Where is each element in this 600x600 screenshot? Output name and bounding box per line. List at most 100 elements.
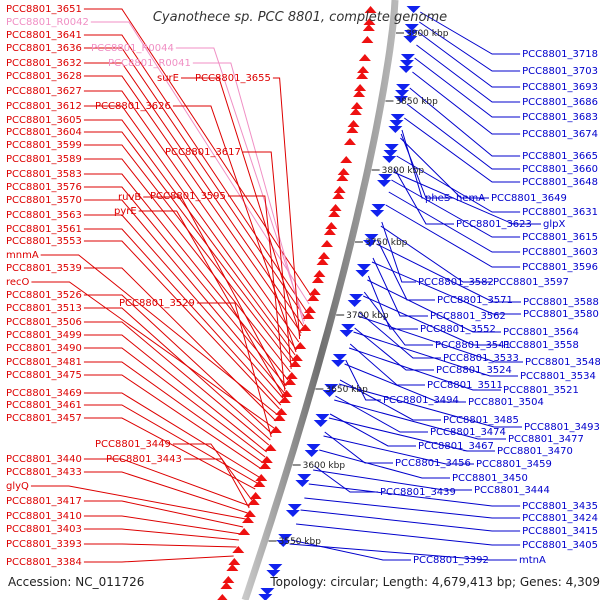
- gene-label-left[interactable]: PCC8801_3384: [6, 557, 82, 568]
- gene-label-right[interactable]: PCC8801_3511: [427, 380, 503, 391]
- gene-label-right[interactable]: PCC8801_3424: [522, 513, 598, 524]
- gene-label-left[interactable]: PCC8801_3526: [6, 290, 82, 301]
- gene-label-right[interactable]: PCC8801_3494: [383, 395, 459, 406]
- gene-label-left[interactable]: PCC8801_3583: [6, 169, 82, 180]
- gene-label-right[interactable]: PCC8801_3588: [523, 297, 599, 308]
- gene-label-right[interactable]: glpX: [543, 219, 565, 230]
- gene-label-left[interactable]: PCC8801_3440: [6, 454, 82, 465]
- gene-label-right[interactable]: PCC8801_3467: [418, 441, 494, 452]
- gene-label-right[interactable]: PCC8801_3648: [522, 177, 598, 188]
- gene-label-left[interactable]: PCC8801_3632: [6, 58, 82, 69]
- gene-label-right[interactable]: PCC8801_3562: [430, 311, 506, 322]
- gene-label-right[interactable]: PCC8801_3450: [452, 473, 528, 484]
- gene-label-left[interactable]: PCC8801_R0042: [6, 17, 89, 28]
- gene-label-right[interactable]: PCC8801_3665: [522, 151, 598, 162]
- gene-label-left[interactable]: PCC8801_3443: [106, 454, 182, 465]
- gene-label-left[interactable]: PCC8801_3433: [6, 467, 82, 478]
- gene-label-right[interactable]: PCC8801_3533: [443, 353, 519, 364]
- gene-label-right[interactable]: PCC8801_3493: [524, 422, 600, 433]
- gene-label-right[interactable]: PCC8801_3415: [522, 526, 598, 537]
- gene-label-left[interactable]: PCC8801_3461: [6, 400, 82, 411]
- gene-label-right[interactable]: PCC8801_3631: [522, 207, 598, 218]
- gene-label-right[interactable]: PCC8801_3439: [380, 487, 456, 498]
- gene-labels[interactable]: PCC8801_3651 PCC8801_R0042 PCC8801_3641 PCC…: [6, 4, 600, 568]
- gene-label-left[interactable]: PCC8801_3641: [6, 30, 82, 41]
- gene-label-left[interactable]: mnmA: [6, 250, 39, 261]
- gene-label-right[interactable]: PCC8801_3524: [436, 365, 512, 376]
- gene-label-right[interactable]: PCC8801_3459: [476, 459, 552, 470]
- gene-label-right[interactable]: PCC8801_3485: [443, 415, 519, 426]
- gene-label-right[interactable]: PCC8801_3534: [520, 371, 596, 382]
- gene-label-right[interactable]: PCC8801_3596: [522, 262, 598, 273]
- gene-label-left[interactable]: PCC8801_3469: [6, 388, 82, 399]
- gene-label-left[interactable]: PCC8801_3576: [6, 182, 82, 193]
- gene-label-right[interactable]: PCC8801_3660: [522, 164, 598, 175]
- gene-label-right[interactable]: PCC8801_3564: [503, 327, 579, 338]
- gene-label-left[interactable]: PCC8801_3403: [6, 524, 82, 535]
- gene-label-right[interactable]: PCC8801_3582: [418, 277, 494, 288]
- gene-label-right[interactable]: PCC8801_3541: [435, 340, 511, 351]
- gene-label-left[interactable]: PCC8801_3604: [6, 127, 82, 138]
- gene-label-right[interactable]: PCC8801_3435: [522, 501, 598, 512]
- gene-label-right[interactable]: PCC8801_3703: [522, 66, 598, 77]
- gene-label-left[interactable]: PCC8801_3563: [6, 210, 82, 221]
- gene-label-right[interactable]: PCC8801_3686: [522, 97, 598, 108]
- gene-label-left[interactable]: PCC8801_R0044: [91, 43, 174, 54]
- gene-label-right[interactable]: PCC8801_3444: [474, 485, 550, 496]
- gene-label-right[interactable]: PCC8801_3456: [395, 458, 471, 469]
- gene-label-left[interactable]: glyQ: [6, 481, 29, 492]
- gene-label-right[interactable]: PCC8801_3521: [503, 385, 579, 396]
- gene-label-left[interactable]: PCC8801_3410: [6, 511, 82, 522]
- gene-label-left[interactable]: PCC8801_3595: [150, 191, 226, 202]
- gene-label-right[interactable]: PCC8801_3597: [493, 277, 569, 288]
- gene-label-left[interactable]: PCC8801_3393: [6, 539, 82, 550]
- gene-label-left[interactable]: PCC8801_3513: [6, 303, 82, 314]
- gene-label-right[interactable]: PCC8801_3552: [420, 324, 496, 335]
- gene-label-right[interactable]: PCC8801_3548: [525, 357, 600, 368]
- gene-label-right[interactable]: PCC8801_3504: [468, 397, 544, 408]
- gene-label-right[interactable]: PCC8801_3615: [522, 232, 598, 243]
- gene-label-left[interactable]: PCC8801_3617: [165, 147, 241, 158]
- gene-label-left[interactable]: PCC8801_3539: [6, 263, 82, 274]
- gene-label-left[interactable]: PCC8801_3481: [6, 357, 82, 368]
- gene-label-right[interactable]: PCC8801_3683: [522, 112, 598, 123]
- gene-label-right[interactable]: PCC8801_3405: [522, 540, 598, 551]
- gene-label-left[interactable]: PCC8801_3475: [6, 370, 82, 381]
- gene-label-left[interactable]: ruvB: [118, 192, 141, 203]
- gene-label-left[interactable]: PCC8801_3636: [6, 43, 82, 54]
- gene-label-left[interactable]: PCC8801_3626: [95, 101, 171, 112]
- gene-label-left[interactable]: PCC8801_3553: [6, 236, 82, 247]
- gene-label-right[interactable]: pheS: [425, 193, 450, 204]
- gene-label-left[interactable]: recO: [6, 277, 30, 288]
- gene-label-left[interactable]: PCC8801_3499: [6, 330, 82, 341]
- gene-label-left[interactable]: PCC8801_3627: [6, 86, 82, 97]
- gene-label-left[interactable]: pyrE: [114, 206, 137, 217]
- gene-label-left[interactable]: PCC8801_3612: [6, 101, 82, 112]
- gene-label-left[interactable]: PCC8801_3561: [6, 224, 82, 235]
- gene-label-right[interactable]: mtnA: [519, 555, 546, 566]
- gene-label-left[interactable]: PCC8801_3655: [195, 73, 271, 84]
- gene-label-left[interactable]: PCC8801_3628: [6, 71, 82, 82]
- gene-label-right[interactable]: PCC8801_3558: [503, 340, 579, 351]
- gene-label-right[interactable]: PCC8801_3603: [522, 247, 598, 258]
- gene-label-right[interactable]: PCC8801_3477: [508, 434, 584, 445]
- gene-label-right[interactable]: PCC8801_3674: [522, 129, 598, 140]
- gene-label-left[interactable]: PCC8801_3457: [6, 413, 82, 424]
- gene-label-left[interactable]: PCC8801_3599: [6, 140, 82, 151]
- gene-label-right[interactable]: hemA: [456, 193, 485, 204]
- gene-label-left[interactable]: PCC8801_3529: [119, 298, 195, 309]
- gene-label-left[interactable]: PCC8801_3651: [6, 4, 82, 15]
- gene-label-right[interactable]: PCC8801_3718: [522, 49, 598, 60]
- gene-label-left[interactable]: PCC8801_3417: [6, 496, 82, 507]
- gene-label-right[interactable]: PCC8801_3474: [430, 427, 506, 438]
- gene-label-right[interactable]: PCC8801_3623: [456, 219, 532, 230]
- gene-label-right[interactable]: PCC8801_3571: [437, 295, 513, 306]
- gene-label-left[interactable]: PCC8801_R0041: [108, 58, 191, 69]
- gene-label-right[interactable]: PCC8801_3392: [413, 555, 489, 566]
- gene-label-left[interactable]: PCC8801_3589: [6, 154, 82, 165]
- gene-label-left[interactable]: PCC8801_3605: [6, 115, 82, 126]
- gene-label-left[interactable]: surE: [157, 73, 179, 84]
- gene-label-left[interactable]: PCC8801_3506: [6, 317, 82, 328]
- gene-label-right[interactable]: PCC8801_3580: [523, 309, 599, 320]
- gene-label-left[interactable]: PCC8801_3570: [6, 195, 82, 206]
